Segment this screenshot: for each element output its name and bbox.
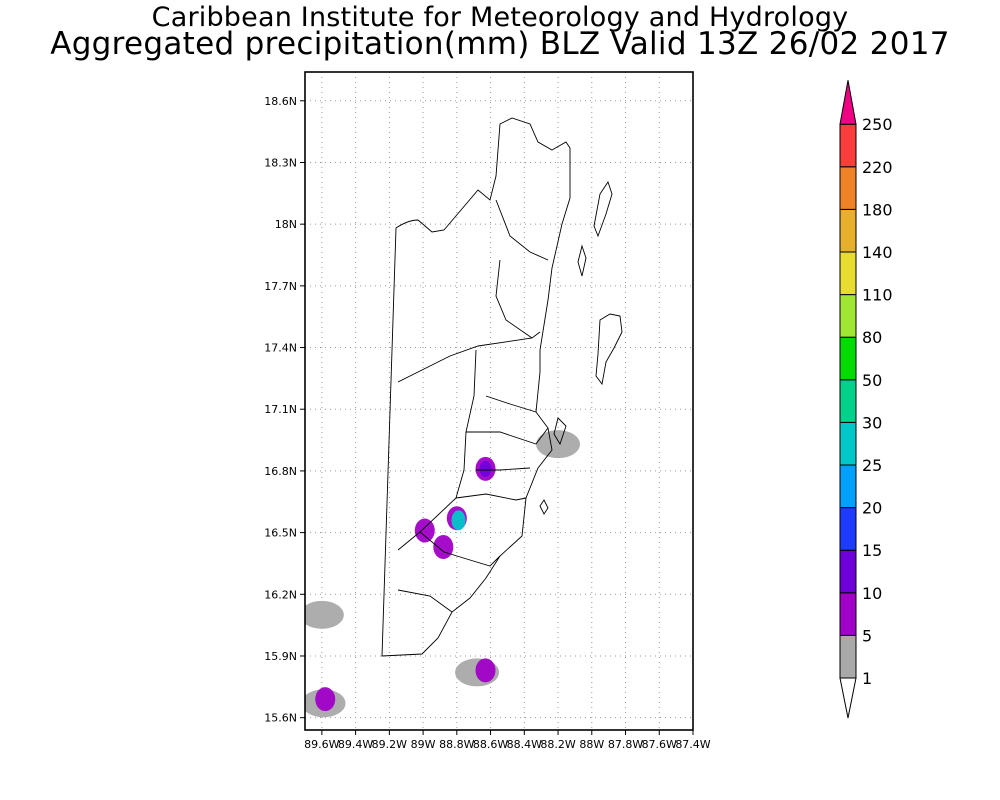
lat-tick-label: 18.3N bbox=[264, 156, 297, 169]
district-boundary bbox=[455, 493, 527, 501]
precip-area-1-5 bbox=[536, 430, 581, 459]
coastline-and-districts bbox=[381, 117, 623, 657]
axes: 15.6N 15.9N 16.2N 16.5N 16.8N 17.1N 17.4N 17.7N… bbox=[264, 95, 711, 751]
colorbar-label: 5 bbox=[862, 626, 872, 645]
lon-tick-label: 87.4W bbox=[675, 738, 710, 751]
district-boundary bbox=[397, 589, 453, 613]
colorbar-label: 140 bbox=[862, 243, 893, 262]
belize-outline bbox=[381, 117, 571, 657]
district-boundary bbox=[466, 427, 549, 445]
precip-area-5-10 bbox=[315, 687, 336, 712]
precip-area-5-10 bbox=[414, 518, 435, 543]
lat-tick-label: 16.5N bbox=[264, 527, 297, 540]
colorbar-box bbox=[839, 464, 857, 509]
colorbar-box bbox=[839, 592, 857, 636]
lat-tick-label: 17.4N bbox=[264, 342, 297, 355]
lon-tick-label: 88W bbox=[579, 738, 604, 751]
colorbar-box bbox=[839, 208, 857, 253]
lon-tick-label: 89.2W bbox=[372, 738, 407, 751]
colorbar-box bbox=[839, 549, 857, 594]
lon-tick-label: 87.6W bbox=[642, 738, 677, 751]
colorbar-label: 50 bbox=[862, 371, 882, 390]
colorbar-box bbox=[839, 294, 857, 338]
lon-tick-label: 88.8W bbox=[439, 738, 474, 751]
lat-tick-label: 15.9N bbox=[264, 650, 297, 663]
lat-tick-label: 18N bbox=[275, 218, 297, 231]
colorbar-label: 25 bbox=[862, 456, 882, 475]
colorbar-label: 30 bbox=[862, 413, 882, 432]
colorbar-label: 10 bbox=[862, 584, 882, 603]
caye-island bbox=[595, 313, 623, 386]
caye-island bbox=[553, 417, 567, 446]
colorbar-box bbox=[839, 634, 857, 679]
lon-tick-label: 89.6W bbox=[304, 738, 339, 751]
lon-tick-label: 89W bbox=[411, 738, 436, 751]
colorbar-label: 110 bbox=[862, 286, 893, 305]
district-boundary bbox=[495, 199, 549, 261]
colorbar-label: 80 bbox=[862, 328, 882, 347]
district-boundary bbox=[397, 331, 541, 383]
caye-island bbox=[593, 180, 613, 238]
colorbar-box bbox=[839, 166, 857, 210]
lat-tick-label: 15.6N bbox=[264, 712, 297, 725]
title-line-1: Caribbean Institute for Meteorology and … bbox=[151, 2, 849, 33]
lon-tick-label: 88.4W bbox=[507, 738, 542, 751]
colorbar-bottom-arrow bbox=[839, 677, 857, 719]
colorbar-label: 220 bbox=[862, 158, 893, 177]
colorbar-label: 1 bbox=[862, 669, 872, 688]
colorbar-top-arrow bbox=[839, 80, 857, 125]
precip-area-5-10 bbox=[475, 658, 496, 683]
lat-tick-label: 18.6N bbox=[264, 95, 297, 108]
map-frame bbox=[304, 71, 694, 731]
caye-island bbox=[577, 244, 587, 277]
colorbar-label: 180 bbox=[862, 200, 893, 219]
colorbar-box bbox=[839, 507, 857, 551]
lon-tick-label: 87.8W bbox=[608, 738, 643, 751]
colorbar-box bbox=[839, 336, 857, 381]
colorbar-label: 250 bbox=[862, 115, 893, 134]
colorbar-box bbox=[839, 421, 857, 466]
lon-tick-label: 88.6W bbox=[473, 738, 508, 751]
precip-area-10-15 bbox=[479, 460, 492, 477]
lon-tick-label: 88.2W bbox=[540, 738, 575, 751]
precipitation-field bbox=[305, 430, 581, 718]
district-boundary bbox=[419, 531, 501, 567]
colorbar-label: 15 bbox=[862, 541, 882, 560]
colorbar-box bbox=[839, 379, 857, 423]
district-boundary bbox=[495, 259, 533, 339]
precip-area-25-30 bbox=[451, 510, 466, 531]
lat-tick-label: 17.1N bbox=[264, 403, 297, 416]
district-boundary bbox=[485, 395, 537, 413]
colorbar-label: 20 bbox=[862, 499, 882, 518]
precip-area-1-5 bbox=[305, 600, 344, 629]
lon-tick-label: 89.4W bbox=[338, 738, 373, 751]
lat-tick-label: 16.2N bbox=[264, 588, 297, 601]
colorbar-box bbox=[839, 251, 857, 296]
lat-tick-label: 16.8N bbox=[264, 465, 297, 478]
lat-tick-label: 17.7N bbox=[264, 280, 297, 293]
caye-island bbox=[539, 499, 549, 515]
title-line-2: Aggregated precipitation(mm) BLZ Valid 1… bbox=[50, 26, 950, 62]
colorbar-box bbox=[839, 123, 857, 168]
district-boundary bbox=[476, 467, 531, 471]
